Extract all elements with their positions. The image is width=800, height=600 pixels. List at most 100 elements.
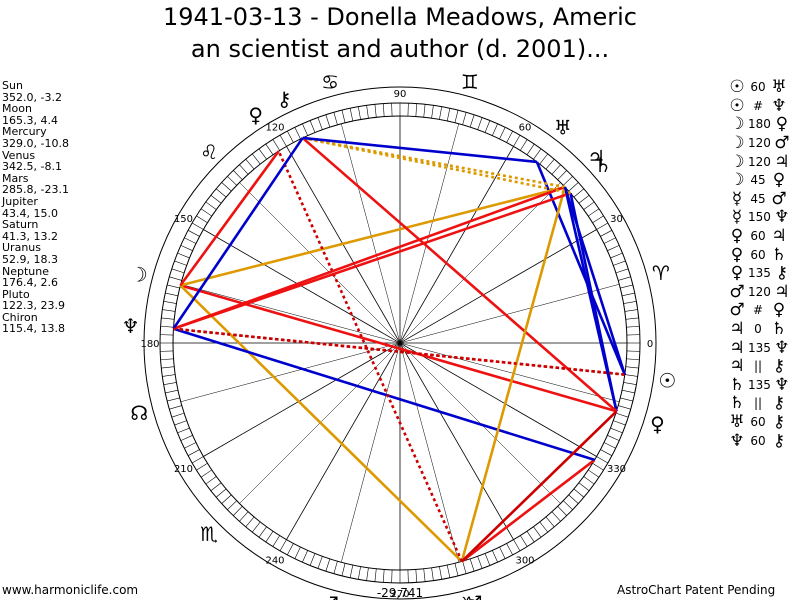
degree-tick <box>613 260 626 266</box>
aspect-row: ☽ 120 ♃ <box>726 152 793 172</box>
aspect-row: ♀ 60 ♄ <box>726 245 793 265</box>
uranus-icon: ♅ <box>729 411 745 432</box>
jupiter-icon: ♃ <box>771 226 787 247</box>
degree-tick <box>227 176 237 186</box>
moon-icon: ☽ <box>729 114 745 135</box>
planet-name-moon: Moon <box>2 102 32 116</box>
degree-tick <box>513 539 521 551</box>
degree-tick <box>625 317 639 320</box>
degree-label: 150 <box>174 214 193 225</box>
degree-tick <box>215 188 227 198</box>
degree-tick <box>454 110 459 123</box>
degree-label: 240 <box>265 556 284 567</box>
degree-tick <box>551 511 561 522</box>
degree-tick <box>573 188 585 198</box>
degree-tick <box>341 563 346 576</box>
aspect-row: ♃ 135 ♆ <box>726 338 793 358</box>
degree-tick <box>539 153 548 165</box>
degree-tick <box>167 284 180 289</box>
mars-icon: ♂ <box>729 281 745 302</box>
aspect-angle: 150 <box>748 210 771 225</box>
aspect-angle: 120 <box>748 154 771 169</box>
degree-tick <box>374 568 377 582</box>
spoke-line-minor <box>180 284 620 402</box>
degree-tick <box>317 117 323 130</box>
planet-name-chiron: Chiron <box>2 310 38 324</box>
aspect-row: ♀ 60 ♃ <box>726 226 793 247</box>
degree-tick <box>358 566 361 580</box>
planet-name-pluto: Pluto <box>2 287 30 301</box>
degree-tick <box>526 143 535 155</box>
degree-tick <box>592 463 604 471</box>
degree-tick <box>423 104 426 118</box>
aspect-row: ☿ 150 ♆ <box>726 207 793 227</box>
degree-tick <box>233 506 243 516</box>
aspect-angle: || <box>753 359 763 374</box>
degree-tick <box>169 405 182 410</box>
degree-tick <box>252 521 261 533</box>
degree-tick <box>603 442 616 449</box>
footer-website: www.harmoniclife.com <box>2 583 139 597</box>
mercury-icon: ☿ <box>731 188 743 209</box>
pluto-icon: ♀ <box>772 170 786 191</box>
degree-tick <box>415 569 418 583</box>
degree-tick <box>610 427 623 434</box>
aspect-row: ♄ 135 ♆ <box>726 375 793 395</box>
degree-tick <box>533 526 542 538</box>
aspect-line <box>173 327 625 376</box>
aspect-line <box>301 136 618 413</box>
planet-positions-list: Sun 352.0, -3.2 Moon 165.3, 4.4 Mercury 329.0… <box>2 80 69 335</box>
degree-tick <box>187 449 200 456</box>
degree-tick <box>446 564 451 578</box>
degree-tick <box>568 494 579 504</box>
degree-tick <box>279 539 287 551</box>
degree-tick <box>499 546 506 559</box>
degree-tick <box>578 195 590 204</box>
planet-name-sun: Sun <box>2 79 23 92</box>
degree-tick <box>366 567 369 581</box>
degree-tick <box>174 420 187 426</box>
aspect-angle: || <box>753 396 763 411</box>
degree-tick <box>200 208 212 217</box>
degree-tick <box>506 543 513 556</box>
jupiter-icon: ♃ <box>729 356 745 377</box>
moon-icon: ☽ <box>729 133 745 154</box>
degree-tick <box>615 412 629 418</box>
degree-tick <box>431 567 434 581</box>
degree-tick <box>210 482 222 491</box>
mars-icon: ♂ <box>465 591 483 600</box>
moon-icon: ☽ <box>729 170 745 191</box>
degree-label: 300 <box>515 556 534 567</box>
degree-tick <box>287 130 294 143</box>
degree-tick <box>618 405 631 410</box>
aspect-row: ♂ # ♀ <box>726 300 793 321</box>
degree-tick <box>615 268 629 274</box>
degree-tick <box>333 112 338 125</box>
degree-tick <box>568 182 579 192</box>
degree-tick <box>187 230 200 237</box>
degree-tick <box>265 143 274 155</box>
degree-tick <box>177 252 190 259</box>
aspect-row: ♀ 135 ⚷ <box>726 263 793 283</box>
pluto-icon: ♀ <box>772 300 786 321</box>
chart-title-line-1: 1941-03-13 - Donella Meadows, Americ <box>163 3 637 31</box>
north-node-icon: ☊ <box>130 401 148 425</box>
degree-tick <box>607 245 620 251</box>
degree-tick <box>279 135 287 147</box>
degree-tick <box>180 435 193 441</box>
capricorn-icon: ♑ <box>461 592 479 600</box>
degree-tick <box>415 103 418 117</box>
planet-position-saturn: 41.3, 13.2 <box>2 229 58 243</box>
degree-tick <box>358 106 361 120</box>
degree-tick <box>161 317 175 320</box>
degree-label: 270 <box>390 589 409 600</box>
aspect-angle: 120 <box>748 136 771 151</box>
degree-tick <box>625 366 639 369</box>
degree-tick <box>294 127 301 140</box>
degree-tick <box>272 535 280 547</box>
degree-tick <box>596 222 608 230</box>
degree-tick <box>600 449 613 456</box>
degree-tick <box>578 482 590 491</box>
degree-tick <box>252 153 261 165</box>
degree-tick <box>618 276 631 281</box>
